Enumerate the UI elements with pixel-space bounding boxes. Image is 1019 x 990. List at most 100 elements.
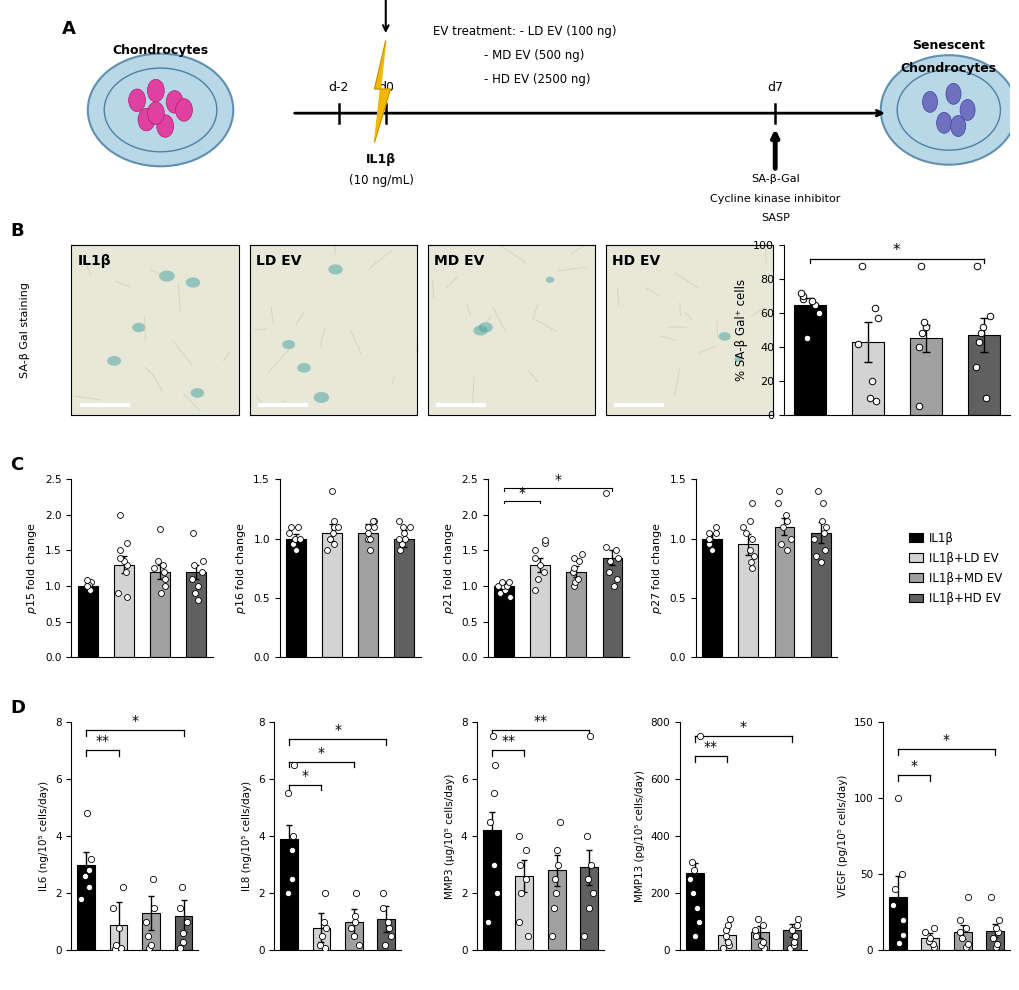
Point [921,931,937,946]
Point [517,871,533,887]
Point [346,908,363,924]
Point [959,937,975,952]
Text: SA-β Gal staining: SA-β Gal staining [20,282,31,378]
Point [106,941,122,957]
Point [312,937,328,952]
Point [115,553,131,569]
Bar [530,564,549,657]
Bar [377,919,395,950]
Bar [150,572,170,657]
Point [492,585,508,601]
Point [700,537,716,552]
Point [719,917,736,933]
Point [755,940,771,955]
Point [143,937,159,952]
Point [779,513,795,529]
Text: **: ** [95,735,109,748]
Point [317,885,333,901]
Point [987,937,1004,952]
Ellipse shape [880,55,1016,164]
Text: *: * [554,473,561,487]
Point [972,326,988,342]
Point [150,553,166,569]
Bar [482,831,500,950]
Point [777,507,794,523]
Point [173,879,190,895]
Ellipse shape [148,102,164,125]
Point [749,911,765,927]
Point [526,581,542,597]
Point [770,483,787,499]
Bar [909,339,941,415]
Point [866,300,882,316]
Text: C: C [10,456,23,474]
Point [573,546,589,562]
Point [894,912,910,928]
Point [501,589,518,605]
Point [380,920,396,936]
Point [195,553,211,569]
Point [82,581,98,597]
Point [894,928,910,943]
Point [345,929,362,944]
Ellipse shape [478,323,492,333]
Point [951,925,967,940]
Point [156,564,172,580]
Bar [851,342,882,415]
Ellipse shape [473,326,487,336]
Text: MD EV: MD EV [434,253,484,267]
Text: HD EV: HD EV [611,253,660,267]
Text: SASP: SASP [760,213,789,223]
Point [597,539,613,554]
Point [360,525,376,541]
Text: A: A [62,20,75,38]
Point [488,885,504,901]
Point [496,581,513,597]
Point [109,585,125,601]
Ellipse shape [107,356,121,365]
Point [866,393,882,409]
Point [565,549,581,565]
Point [973,319,989,335]
Point [744,560,760,576]
Ellipse shape [297,363,311,372]
Y-axis label: $p16$ fold change: $p16$ fold change [233,523,248,614]
Point [543,929,559,944]
Point [288,543,305,558]
Point [84,851,100,867]
Point [980,309,997,325]
Bar [738,544,757,657]
Y-axis label: MMP3 (µg/10⁵ cells/day): MMP3 (µg/10⁵ cells/day) [445,773,454,899]
Bar [953,933,971,950]
Point [486,856,502,872]
Bar [186,572,206,657]
Point [314,929,330,944]
Point [703,543,719,558]
Bar [114,564,133,657]
Ellipse shape [328,264,342,274]
Point [982,889,999,905]
Ellipse shape [921,91,936,112]
Point [685,862,701,878]
Point [849,336,865,351]
Bar [685,873,703,950]
Point [794,292,810,308]
Bar [109,925,127,950]
Point [782,531,798,546]
Point [511,828,527,843]
Point [119,589,136,605]
Text: d-2: d-2 [328,81,348,94]
Point [73,891,90,907]
Point [752,937,768,952]
Text: *: * [910,759,916,773]
Point [391,531,408,546]
Point [549,856,566,872]
Text: **: ** [703,741,717,754]
Bar [794,305,825,415]
Y-axis label: IL6 (ng/10⁵ cells/day): IL6 (ng/10⁵ cells/day) [40,781,50,891]
Ellipse shape [175,99,193,121]
Point [742,513,758,529]
Point [393,537,410,552]
Bar [493,586,514,657]
Text: Senescent: Senescent [911,39,984,52]
